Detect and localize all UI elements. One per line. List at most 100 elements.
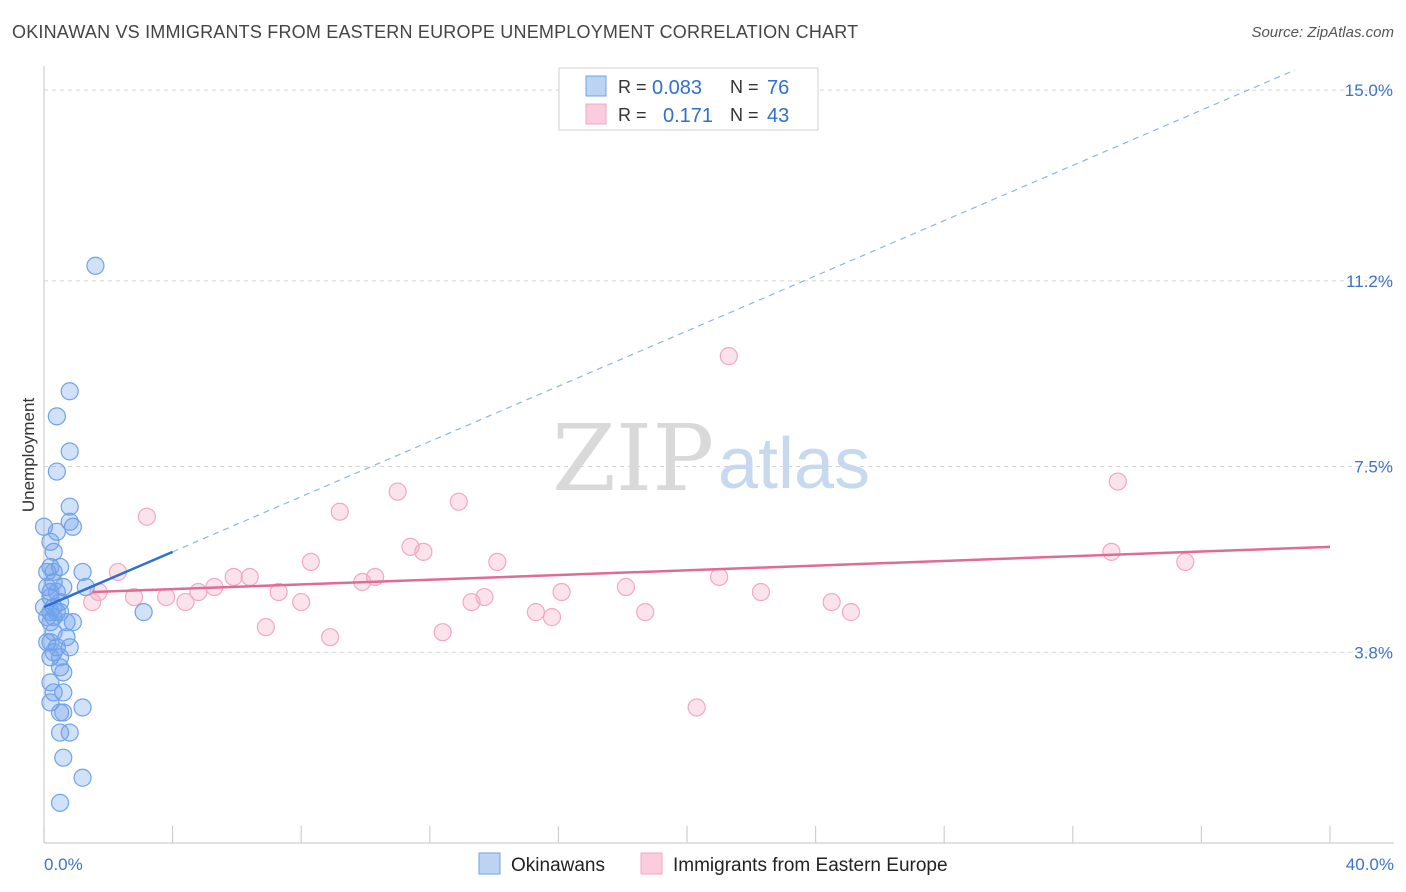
okinawan-point-57 [73,768,92,787]
axes [43,66,1394,844]
okinawan-point-9 [60,512,79,531]
okinawan-point-11 [44,542,63,561]
eastern-europe-point-34 [841,603,861,622]
eastern-europe-point-29 [176,592,195,612]
okinawan-point-30 [134,603,153,622]
legend-swatch-pink [585,103,607,125]
eastern-europe-point-7 [414,542,433,561]
y-tick-label-0: 3.8% [1354,643,1393,662]
okinawan-point-35 [41,613,60,632]
okinawan-point-10 [41,532,60,551]
eastern-europe-point-24 [751,582,771,602]
chart-title: OKINAWAN VS IMMIGRANTS FROM EASTERN EURO… [12,22,859,42]
eastern-europe-point-38 [321,628,340,647]
okinawan-point-48 [44,683,63,702]
okinawan-point-1 [60,382,79,401]
legend-eastern-europe-swatch [640,852,663,875]
y-tick-labels: 3.8% 7.5% 11.2% 15.0% [1345,81,1393,662]
eastern-europe-point-22 [269,582,288,602]
y-tick-label-2: 11.2% [1346,272,1393,291]
okinawan-point-3 [60,442,79,461]
eastern-europe-point-32 [526,603,545,622]
legend-r-value-2: 0.171 [663,105,713,127]
okinawan-point-5 [60,497,79,516]
eastern-europe-point-13 [224,567,243,587]
okinawan-point-14 [38,562,57,582]
eastern-europe-point-23 [552,582,571,602]
eastern-europe-point-39 [687,698,706,717]
watermark-zip: ZIP [552,405,714,512]
eastern-europe-point-36 [256,618,275,637]
okinawan-point-56 [54,748,73,767]
eastern-europe-point-33 [636,603,655,622]
okinawan-point-19 [38,577,57,597]
eastern-europe-point-9 [1176,552,1195,572]
x-tick-label-min: 0.0% [44,855,83,874]
eastern-europe-trend-line [92,545,1331,594]
trend-lines [43,69,1331,609]
legend-n-value-2: 43 [767,105,789,127]
legend-r-value-1: 0.083 [652,77,702,99]
okinawan-trend-line [43,550,174,609]
series-okinawans [34,256,153,812]
eastern-europe-point-25 [124,587,144,607]
legend-correlation: R = 0.083 N = 76 R = 0.171 N = 43 [558,67,819,131]
okinawan-point-8 [63,517,83,536]
eastern-europe-point-16 [710,567,729,587]
legend-series: Okinawans Immigrants from Eastern Europe [478,852,948,876]
okinawan-point-58 [50,793,70,812]
eastern-europe-point-28 [822,592,841,612]
okinawan-point-51 [73,698,92,717]
okinawan-point-53 [54,703,73,722]
legend-eastern-europe-label: Immigrants from Eastern Europe [673,855,948,876]
legend-r-label-1: R = [618,77,647,97]
eastern-europe-point-37 [433,623,452,642]
y-tick-label-1: 7.5% [1354,458,1393,477]
okinawan-trend-extension [172,69,1296,553]
legend-r-label-2: R = [618,105,647,125]
okinawan-point-33 [57,613,76,632]
watermark-atlas: atlas [718,424,870,504]
eastern-europe-point-30 [292,592,311,612]
legend-n-value-1: 76 [767,77,789,99]
okinawan-point-40 [47,638,66,657]
eastern-europe-point-3 [449,492,468,511]
okinawan-point-46 [54,663,73,682]
watermark: ZIP atlas [552,405,870,512]
okinawan-point-55 [60,723,79,742]
legend-swatch-blue [585,75,607,97]
legend-okinawans-swatch [478,852,501,875]
x-tick-label-max: 40.0% [1346,855,1394,874]
eastern-europe-point-1 [1108,472,1127,491]
okinawan-point-15 [44,562,63,582]
legend-okinawans-label: Okinawans [511,855,605,876]
y-axis-title: Unemployment [19,398,38,513]
eastern-europe-point-0 [719,347,738,366]
eastern-europe-point-5 [137,507,156,526]
okinawan-point-0 [86,256,105,275]
okinawan-point-45 [50,658,70,677]
okinawan-point-2 [47,407,66,426]
okinawan-point-31 [38,608,57,627]
okinawan-point-54 [50,723,70,742]
eastern-europe-point-31 [462,592,481,612]
eastern-europe-point-10 [301,552,320,572]
series-immigrants-eastern-europe [83,347,1195,717]
y-tick-label-3: 15.0% [1345,81,1393,100]
legend-n-label-1: N = [730,77,759,97]
okinawan-point-4 [47,462,66,481]
eastern-europe-point-14 [240,567,259,587]
eastern-europe-point-11 [488,552,507,572]
okinawan-point-47 [41,673,60,692]
eastern-europe-point-2 [388,482,407,501]
eastern-europe-point-19 [616,577,636,597]
source-label: Source: ZipAtlas.com [1251,24,1394,41]
eastern-europe-point-8 [1102,542,1121,561]
okinawan-point-34 [63,613,83,632]
okinawan-point-44 [50,648,70,667]
legend-n-label-2: N = [730,105,759,125]
eastern-europe-point-4 [330,502,349,521]
eastern-europe-point-40 [83,592,102,612]
okinawan-point-13 [41,557,60,577]
